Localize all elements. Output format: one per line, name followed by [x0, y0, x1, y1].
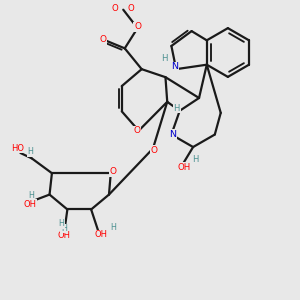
Text: O: O [110, 167, 117, 176]
Text: O: O [100, 35, 106, 44]
Text: O: O [112, 4, 118, 13]
Text: H: H [61, 224, 67, 233]
Text: O: O [134, 126, 141, 135]
Text: H: H [162, 54, 168, 63]
Text: H: H [27, 147, 33, 156]
Text: H: H [110, 224, 116, 232]
Text: H: H [192, 155, 198, 164]
Text: N: N [169, 130, 176, 139]
Text: O: O [127, 4, 134, 13]
Text: H: H [28, 191, 34, 200]
Text: H: H [174, 104, 180, 113]
Text: N: N [171, 62, 178, 71]
Text: O: O [151, 146, 158, 154]
Text: OH: OH [24, 200, 37, 208]
Text: O: O [134, 22, 141, 31]
Text: H: H [58, 219, 64, 228]
Text: OH: OH [57, 231, 70, 240]
Text: OH: OH [94, 230, 107, 239]
Text: OH: OH [178, 163, 191, 172]
Text: HO: HO [11, 144, 24, 153]
